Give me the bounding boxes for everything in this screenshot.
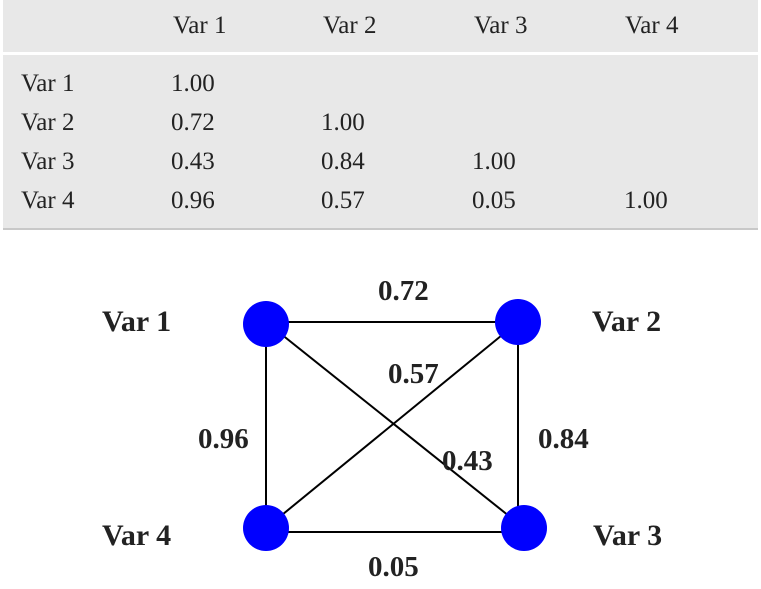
row-label-var1: Var 1 [21, 70, 75, 97]
row-label-var4: Var 4 [21, 187, 75, 214]
matrix-header-band [3, 0, 758, 55]
matrix-cell: 1.00 [472, 148, 516, 175]
row-label-var2: Var 2 [21, 109, 75, 136]
column-header-var4: Var 4 [625, 12, 679, 39]
node-label-var3: Var 3 [593, 519, 662, 552]
edge-var1-var3 [265, 321, 525, 529]
node-label-var2: Var 2 [592, 305, 661, 338]
node-var1 [243, 301, 289, 347]
edge-weight-var4-var3: 0.05 [368, 551, 419, 583]
edge-weight-var1-var4: 0.96 [198, 423, 249, 455]
matrix-cell: 0.72 [171, 109, 215, 136]
row-label-var3: Var 3 [21, 148, 75, 175]
matrix-cell: 0.43 [171, 148, 215, 175]
matrix-cell: 1.00 [321, 109, 365, 136]
edge-weight-var2-var3: 0.84 [538, 423, 589, 455]
matrix-cell: 0.84 [321, 148, 365, 175]
network-svg: 0.72 0.57 0.96 0.43 0.84 0.05 Var 1 Var … [102, 275, 662, 583]
correlation-network-diagram: 0.72 0.57 0.96 0.43 0.84 0.05 Var 1 Var … [0, 235, 761, 589]
edge-weight-var1-var3: 0.43 [442, 445, 493, 477]
edge-weight-var4-var2: 0.57 [388, 358, 439, 390]
node-var2 [495, 299, 541, 345]
matrix-bottom-rule [3, 228, 758, 230]
column-header-var3: Var 3 [474, 12, 528, 39]
matrix-cell: 0.57 [321, 187, 365, 214]
node-label-var1: Var 1 [102, 305, 171, 338]
matrix-cell: 1.00 [624, 187, 668, 214]
matrix-cell: 0.05 [472, 187, 516, 214]
node-var3 [501, 505, 547, 551]
column-header-var2: Var 2 [323, 12, 377, 39]
correlation-matrix: Var 1 Var 2 Var 3 Var 4 Var 1 1.00 Var 2… [3, 0, 758, 230]
edge-var4-var2 [265, 321, 519, 529]
column-header-var1: Var 1 [173, 12, 227, 39]
matrix-cell: 0.96 [171, 187, 215, 214]
node-var4 [243, 505, 289, 551]
edge-weight-var1-var2: 0.72 [378, 275, 429, 307]
node-label-var4: Var 4 [102, 519, 171, 552]
matrix-cell: 1.00 [171, 70, 215, 97]
